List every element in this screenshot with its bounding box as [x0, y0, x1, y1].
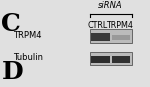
Text: Tubulin: Tubulin	[14, 53, 44, 62]
Text: C: C	[2, 12, 21, 36]
Bar	[112, 35, 130, 40]
Text: D: D	[2, 60, 23, 84]
Bar	[112, 56, 130, 63]
Text: siRNA: siRNA	[98, 1, 123, 10]
Text: CTRL: CTRL	[87, 21, 107, 30]
Bar	[91, 56, 110, 63]
Text: TRPM4: TRPM4	[14, 31, 42, 40]
Text: TRPM4: TRPM4	[106, 21, 134, 30]
Bar	[90, 29, 132, 43]
Bar	[91, 33, 110, 41]
Bar	[90, 52, 132, 65]
